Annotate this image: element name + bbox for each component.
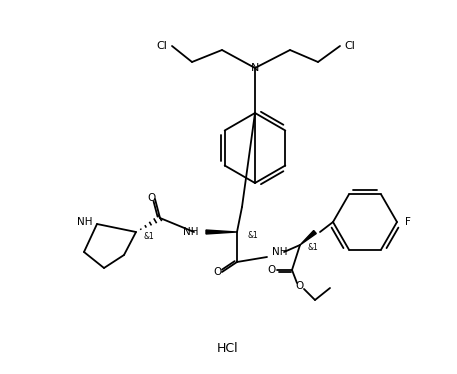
Text: NH: NH — [182, 227, 198, 237]
Text: O: O — [296, 281, 304, 291]
Polygon shape — [300, 230, 316, 245]
Text: O: O — [214, 267, 222, 277]
Polygon shape — [206, 230, 237, 234]
Text: HCl: HCl — [217, 341, 239, 355]
Text: F: F — [405, 217, 411, 227]
Text: O: O — [148, 193, 156, 203]
Text: NH: NH — [272, 247, 287, 257]
Text: &1: &1 — [247, 230, 258, 239]
Text: &1: &1 — [144, 232, 155, 240]
Text: N: N — [251, 63, 259, 73]
Text: Cl: Cl — [157, 41, 167, 51]
Text: &1: &1 — [308, 243, 319, 252]
Text: NH: NH — [76, 217, 92, 227]
Text: O: O — [268, 265, 276, 275]
Text: Cl: Cl — [345, 41, 356, 51]
